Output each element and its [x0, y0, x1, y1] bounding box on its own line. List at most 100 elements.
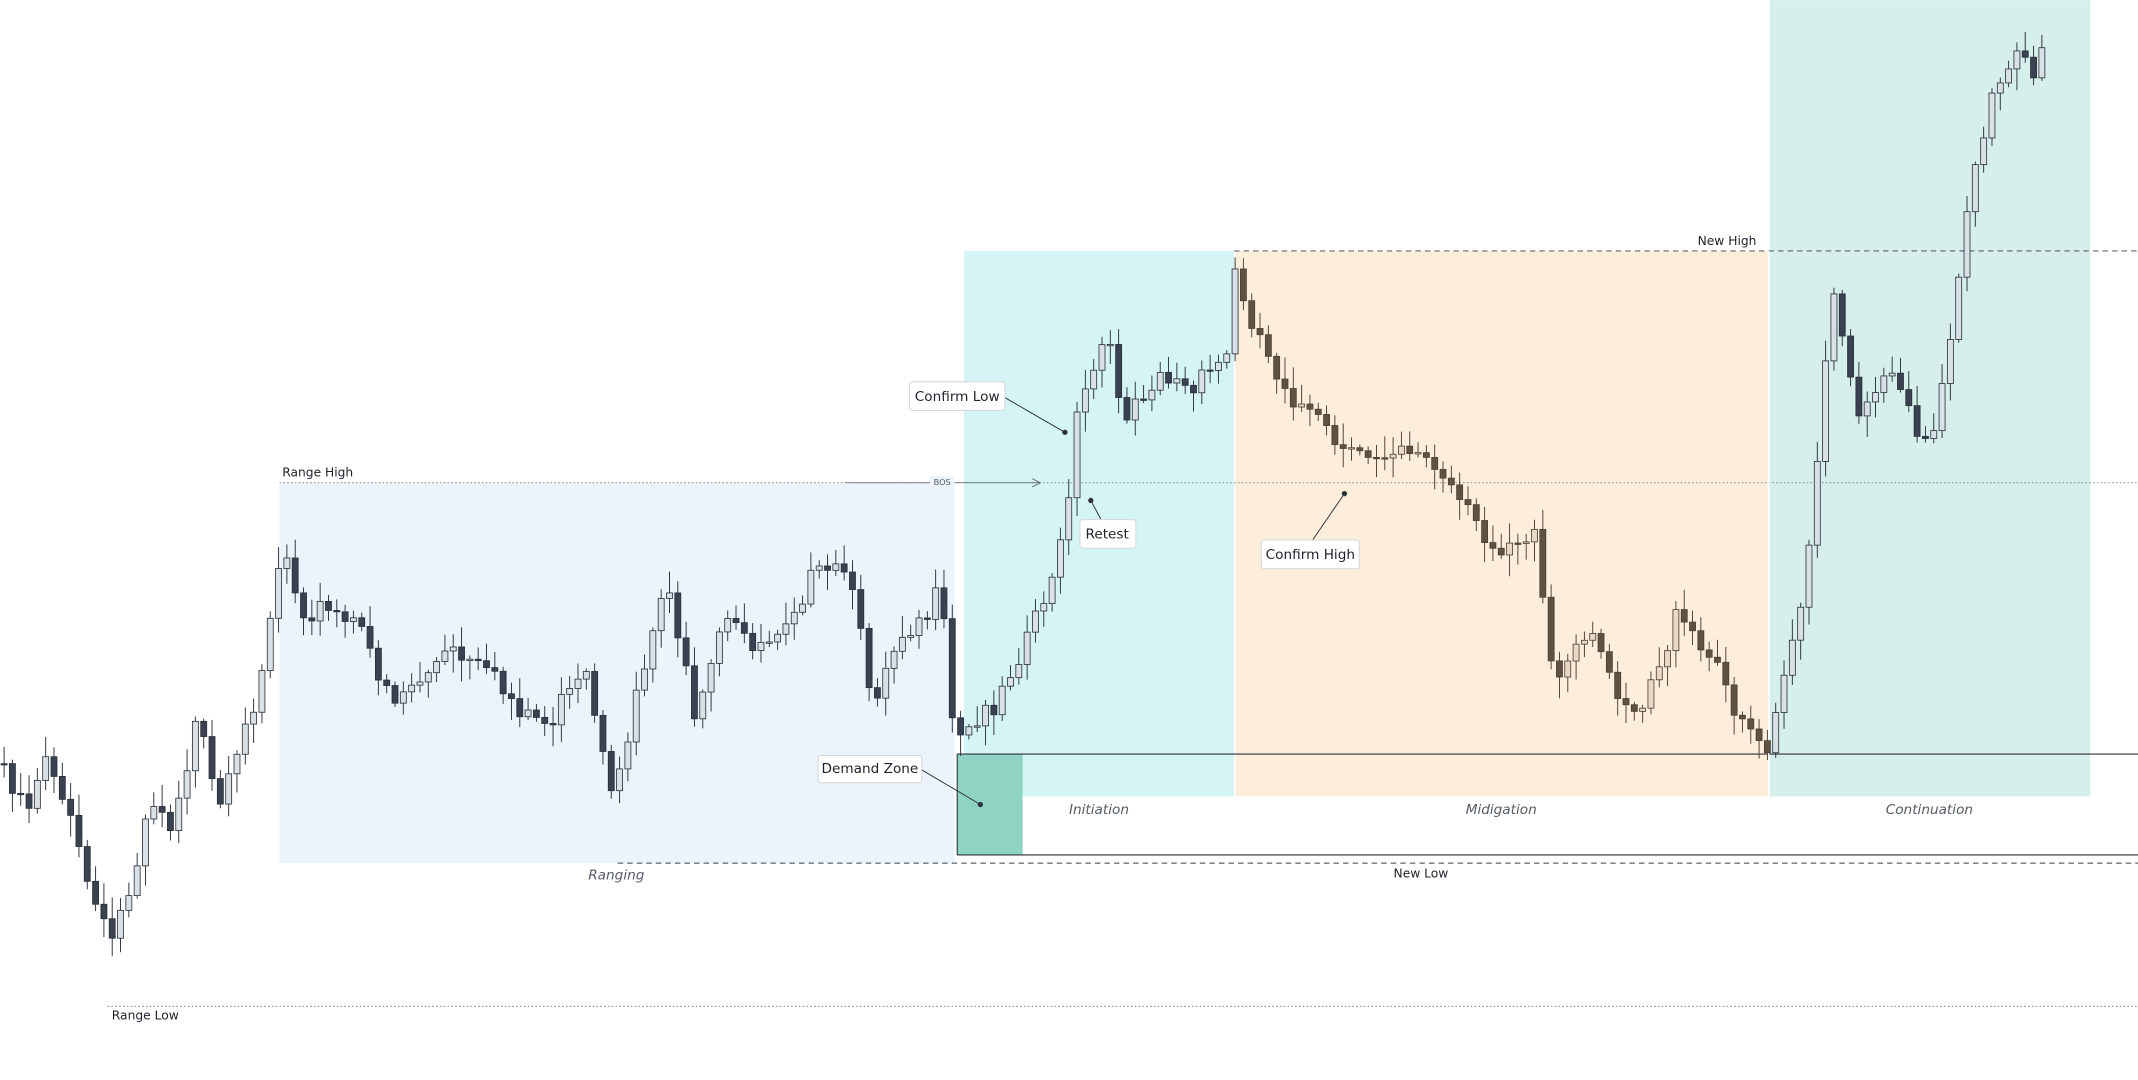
candle-body: [1963, 211, 1971, 278]
callout-dot: [1062, 429, 1068, 435]
candle-body: [657, 598, 665, 632]
candle-body: [200, 720, 208, 737]
candle-body: [1131, 398, 1139, 421]
candle-body: [1780, 674, 1788, 713]
candle-body: [233, 753, 241, 775]
candle-body: [1073, 411, 1081, 499]
callout-boxes: Confirm Low Retest Confirm High Demand Z…: [817, 381, 1360, 784]
callout-line: [920, 768, 981, 805]
candle-body: [1680, 609, 1688, 623]
candle-body: [1880, 375, 1888, 393]
new-low-label: New Low: [1394, 867, 1449, 881]
candle-body: [50, 756, 58, 777]
candle-body: [566, 688, 574, 695]
candle-body: [2030, 56, 2037, 79]
candle-body: [391, 685, 399, 704]
callout-text: Confirm Low: [915, 389, 1000, 405]
candle-body: [1065, 497, 1073, 541]
candle-body: [474, 658, 482, 662]
candle-body: [1281, 378, 1289, 389]
candle-body: [308, 617, 316, 622]
candle-body: [1705, 649, 1713, 658]
candle-body: [1614, 671, 1622, 699]
candle-body: [1897, 372, 1904, 390]
continuation-zone: [1769, 0, 2091, 797]
candle-body: [1689, 621, 1696, 632]
candle-body: [1830, 293, 1838, 362]
candle-body: [524, 709, 532, 718]
candle-body: [707, 663, 715, 693]
candle-body: [990, 704, 998, 716]
candle-body: [1938, 383, 1946, 432]
callout-dot: [1088, 497, 1094, 504]
candle-body: [250, 711, 258, 725]
candle-body: [832, 563, 840, 571]
candle-body: [1922, 435, 1929, 439]
candle-body: [491, 667, 499, 672]
candle-body: [358, 617, 366, 627]
phase-label: Initiation: [1069, 802, 1129, 818]
candle-body: [582, 671, 590, 680]
candle-body: [374, 647, 382, 681]
candle-body: [424, 672, 432, 683]
candle-body: [183, 770, 191, 799]
candle-body: [1148, 389, 1156, 401]
candle-body: [1248, 300, 1256, 329]
candle-body: [1971, 164, 1979, 213]
candle-body: [1306, 403, 1314, 410]
candle-body: [632, 689, 640, 743]
candle-body: [557, 693, 565, 726]
candle-body: [1647, 679, 1655, 709]
candle-body: [1822, 360, 1830, 462]
candle-body: [333, 610, 341, 613]
candle-body: [2038, 47, 2046, 79]
candle-body: [1098, 344, 1106, 371]
candle-body: [1447, 477, 1455, 486]
phase-label: Continuation: [1886, 802, 1973, 818]
candle-body: [1597, 633, 1605, 653]
candle-body: [674, 592, 682, 639]
candle-body: [1156, 371, 1164, 391]
candle-body: [641, 668, 648, 691]
candle-body: [1106, 344, 1114, 347]
candle-body: [1356, 447, 1364, 452]
candle-body: [1173, 378, 1181, 384]
candle-body: [0, 763, 8, 766]
callout-line: [1311, 493, 1345, 542]
candle-body: [366, 626, 374, 649]
ranging-zone: [279, 482, 955, 864]
candle-body: [948, 618, 956, 719]
candle-body: [1481, 520, 1489, 543]
candle-body: [1331, 425, 1339, 446]
candle-body: [616, 768, 623, 792]
candle-body: [1739, 714, 1746, 720]
candle-body: [208, 736, 216, 779]
new-high-label: New High: [1698, 234, 1757, 248]
callout-box: [1079, 519, 1137, 549]
candle-body: [83, 846, 91, 882]
candle-body: [441, 650, 449, 662]
levels: [107, 250, 2138, 1007]
candle-body: [807, 569, 815, 605]
candle-body: [100, 903, 108, 920]
candle-body: [1855, 376, 1863, 417]
candle-body: [907, 635, 915, 638]
callout-text: Confirm High: [1266, 547, 1355, 563]
candle-body: [1464, 499, 1472, 506]
candle-body: [1722, 661, 1730, 686]
candle-body: [1181, 378, 1189, 386]
candle-body: [1755, 728, 1763, 742]
candle-body: [266, 617, 274, 671]
candle-body: [1539, 528, 1547, 598]
candle-body: [732, 618, 740, 624]
candle-body: [1996, 82, 2004, 94]
candle-body: [666, 592, 673, 599]
candle-body: [158, 806, 166, 813]
candle-body: [1506, 542, 1513, 556]
midigation-zone: [1235, 250, 1769, 797]
candle-body: [1348, 447, 1355, 450]
candle-body: [715, 631, 723, 664]
range-low-label: Range Low: [112, 1008, 179, 1022]
candle-body: [58, 775, 66, 800]
candle-body: [541, 716, 549, 724]
